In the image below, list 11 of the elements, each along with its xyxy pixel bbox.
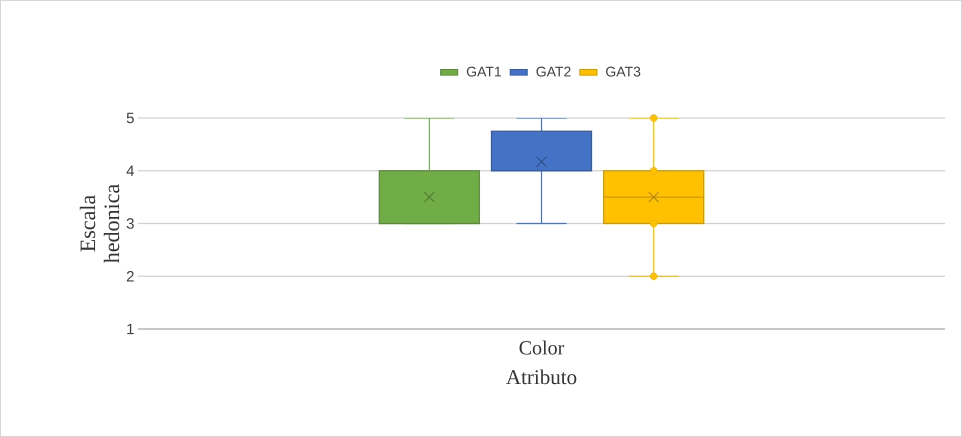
legend-label: GAT1 xyxy=(466,66,502,77)
x-axis-title: Atributo xyxy=(506,369,576,384)
y-axis-title: Escala hedonica xyxy=(80,184,120,263)
y-tick-label: 1 xyxy=(127,324,134,334)
y-tick-label: 4 xyxy=(126,166,134,176)
y-tick-label: 3 xyxy=(126,218,134,229)
legend-label: GAT2 xyxy=(536,66,571,77)
x-tick-label: Color xyxy=(520,340,564,355)
y-tick-label: 2 xyxy=(126,271,134,282)
y-tick-label: 5 xyxy=(126,112,134,124)
legend-label: GAT3 xyxy=(606,66,640,77)
